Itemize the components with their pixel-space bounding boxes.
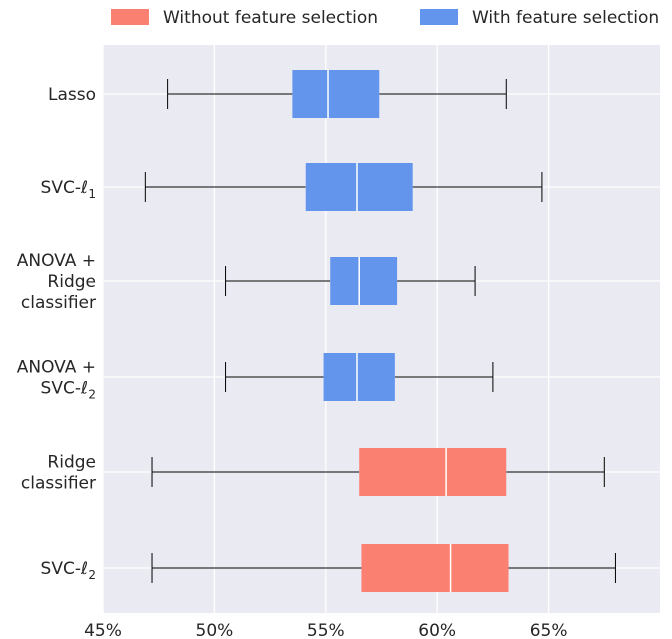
- x-tick-label: 55%: [307, 621, 345, 639]
- x-tick-label: 50%: [196, 621, 234, 639]
- legend: Without feature selection With feature se…: [111, 8, 659, 28]
- iqr-box: [330, 257, 398, 305]
- y-category-label: ANOVA + Ridge classifier: [17, 251, 96, 313]
- box-item: [225, 353, 494, 401]
- y-category-label: SVC-ℓ2: [41, 559, 96, 582]
- x-tick-label: 65%: [530, 621, 568, 639]
- legend-swatch: [111, 9, 149, 25]
- iqr-box: [359, 448, 507, 496]
- box-item: [151, 448, 605, 496]
- x-axis-labels: 45% 50% 55% 60% 65%: [84, 621, 567, 639]
- box-item: [151, 544, 616, 592]
- y-category-label: ANOVA + SVC-ℓ2: [17, 358, 96, 402]
- box-item: [167, 70, 507, 118]
- legend-item: Without feature selection: [111, 8, 378, 28]
- x-tick-label: 45%: [84, 621, 122, 639]
- legend-label: With feature selection: [472, 8, 659, 28]
- y-category-label: Lasso: [48, 85, 96, 105]
- y-category-label: SVC-ℓ1: [41, 178, 96, 201]
- y-axis-labels: Lasso SVC-ℓ1 ANOVA + Ridge classifier ANOVA +…: [17, 85, 96, 582]
- iqr-box: [292, 70, 380, 118]
- legend-label: Without feature selection: [163, 8, 378, 28]
- legend-item: With feature selection: [420, 8, 659, 28]
- x-tick-label: 60%: [418, 621, 456, 639]
- legend-swatch: [420, 9, 458, 25]
- box-series: [144, 70, 616, 592]
- iqr-box: [323, 353, 395, 401]
- iqr-box: [361, 544, 509, 592]
- plot-background: [103, 45, 660, 613]
- box-item: [144, 163, 543, 211]
- iqr-box: [305, 163, 413, 211]
- box-item: [225, 257, 476, 305]
- y-category-label: Ridge classifier: [21, 453, 96, 494]
